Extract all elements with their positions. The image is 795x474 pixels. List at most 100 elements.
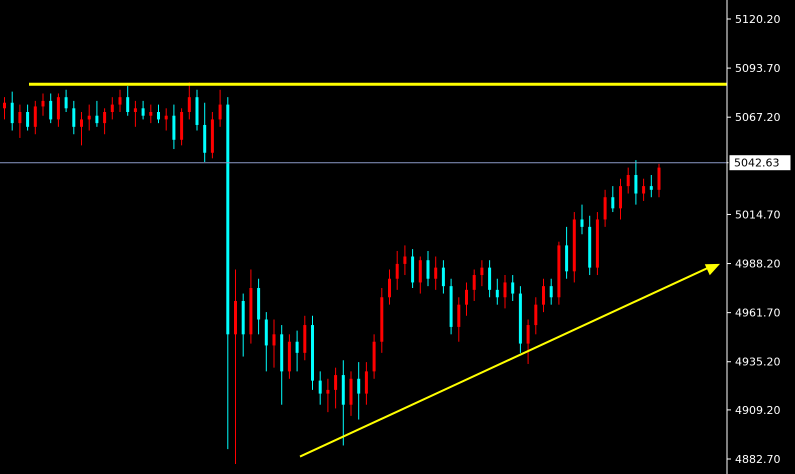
candle: [480, 260, 484, 287]
candle: [287, 334, 291, 379]
candle: [403, 245, 407, 276]
candle-body: [472, 275, 476, 290]
trend-arrow-line: [299, 266, 711, 458]
candle-body: [133, 108, 137, 113]
candle-body: [457, 304, 461, 327]
candle: [457, 297, 461, 342]
candle: [565, 226, 569, 279]
candle: [10, 91, 14, 131]
candle-body: [549, 286, 553, 298]
candle-body: [218, 104, 222, 120]
candle-body: [49, 100, 53, 120]
candle-body: [18, 112, 22, 124]
candle-body: [434, 267, 438, 279]
current-price-label-bg: [728, 154, 792, 172]
candle: [603, 189, 607, 227]
candle-body: [349, 378, 353, 405]
candle: [226, 97, 230, 450]
candle: [534, 297, 538, 335]
candle-body: [272, 334, 276, 346]
candle: [18, 104, 22, 138]
candle-body: [180, 112, 184, 140]
candle-body: [287, 341, 291, 372]
candle: [626, 167, 630, 194]
candle-body: [657, 167, 661, 190]
candle: [357, 362, 361, 420]
candle-body: [72, 108, 76, 127]
candle-body: [388, 278, 391, 298]
candle-body: [203, 124, 207, 153]
candle: [257, 278, 261, 335]
candle: [549, 278, 553, 305]
candle: [141, 100, 145, 120]
candle: [249, 269, 253, 344]
candle-body: [580, 219, 584, 227]
candle-body: [157, 112, 160, 120]
candle: [87, 104, 91, 131]
candle-body: [10, 102, 14, 124]
candle-body: [33, 106, 37, 127]
candle: [95, 100, 99, 127]
candle-body: [565, 245, 569, 272]
candle: [303, 315, 307, 361]
candle-body: [295, 341, 299, 353]
candle: [518, 286, 522, 353]
candle: [41, 93, 45, 116]
candle: [195, 89, 199, 131]
candle: [349, 371, 353, 416]
candle: [495, 278, 499, 305]
candle-body: [226, 104, 230, 335]
candle: [56, 93, 60, 127]
candle-body: [488, 267, 492, 290]
candle: [572, 212, 576, 283]
candle-body: [195, 97, 199, 125]
candle-body: [126, 97, 130, 113]
candle: [418, 256, 422, 294]
candle: [580, 204, 584, 235]
candle: [26, 104, 30, 131]
candle: [426, 250, 430, 287]
candle: [272, 319, 276, 368]
candle-body: [172, 115, 176, 140]
candle: [203, 102, 207, 163]
candle-body: [141, 108, 145, 116]
candle-body: [210, 119, 214, 153]
candle-body: [557, 245, 561, 298]
candle-body: [364, 371, 368, 394]
candle: [334, 367, 338, 409]
candle-body: [480, 267, 484, 276]
candle: [441, 260, 445, 294]
candle: [280, 325, 284, 405]
candle-body: [326, 389, 330, 394]
candle: [80, 112, 83, 146]
candle: [465, 282, 468, 316]
candle-body: [465, 289, 468, 305]
current-price-label: 5042.63: [734, 157, 780, 170]
candle-body: [95, 115, 99, 124]
y-tick-label: 4935.20: [735, 356, 781, 369]
candle-body: [634, 174, 638, 194]
y-tick-label: 4988.20: [735, 258, 781, 271]
candle-body: [303, 325, 307, 353]
y-tick-label: 4961.70: [735, 307, 781, 320]
candle-body: [357, 378, 361, 394]
candle-body: [511, 282, 515, 294]
candle-body: [619, 186, 622, 209]
candle: [311, 315, 314, 390]
candle-body: [534, 304, 538, 326]
y-tick-label: 5120.20: [735, 13, 781, 26]
candle: [611, 186, 615, 213]
candle: [388, 269, 391, 305]
candle-body: [280, 334, 284, 372]
candle-body: [649, 186, 653, 190]
candle: [364, 362, 368, 405]
candle-body: [380, 297, 384, 342]
candle: [49, 93, 53, 124]
candle: [557, 241, 561, 305]
candle-body: [334, 375, 338, 390]
current-price-box: 5042.63: [728, 154, 792, 172]
candle: [110, 97, 114, 120]
